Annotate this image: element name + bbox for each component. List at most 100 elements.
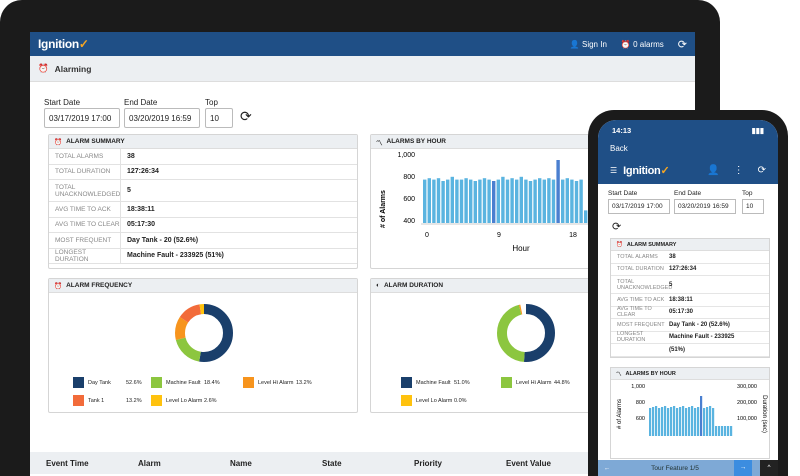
hour-bar — [574, 181, 579, 223]
ignition-logo[interactable]: Ignition✓ — [38, 37, 89, 51]
menu-icon[interactable]: ☰ — [610, 165, 618, 175]
page-header: ⏰ Alarming — [30, 56, 695, 82]
legend-pct: 18.4% — [204, 379, 220, 386]
phone-frame: 14:13 ▮▮▮ Back ☰ Ignition✓ 👤 ⋮ ⟳ Start Date… — [588, 110, 788, 476]
summary-row: TOTAL DURATION 127:26:34 — [611, 264, 769, 276]
refresh-icon[interactable]: ⟳ — [240, 108, 252, 124]
summary-key: AVG TIME TO CLEAR — [49, 217, 121, 232]
summary-value: Machine Fault - 233925 (51%) — [127, 252, 224, 260]
hour-bar — [482, 178, 487, 223]
duration-donut — [497, 304, 555, 362]
legend-pct: 2.6% — [204, 397, 217, 404]
top-label: Top — [742, 190, 753, 197]
column-header[interactable]: Event Time — [46, 458, 89, 468]
hour-bar — [673, 406, 676, 436]
legend-swatch — [401, 377, 412, 388]
y-axis-label: # of Alarms — [617, 399, 623, 429]
battery-icon: ▮▮▮ — [751, 125, 764, 135]
column-header[interactable]: Event Value — [506, 458, 551, 468]
start-date-input[interactable]: 03/17/2019 17:00 — [44, 108, 120, 128]
end-date-input[interactable]: 03/20/2019 16:59 — [124, 108, 200, 128]
column-header[interactable]: Name — [230, 458, 252, 468]
hour-bar — [670, 407, 673, 436]
hour-bar — [551, 179, 556, 223]
donut-slice-level-hi — [497, 304, 555, 362]
user-icon[interactable]: 👤 — [707, 164, 720, 176]
end-date-input[interactable]: 03/20/2019 16:59 — [674, 199, 736, 214]
legend-name: Machine Fault — [416, 379, 451, 386]
hour-bar — [455, 179, 459, 223]
summary-value: 5 — [127, 187, 131, 194]
refresh-icon[interactable]: ⟳ — [757, 164, 766, 176]
y-tick-label: 800 — [403, 174, 415, 181]
hour-bar — [579, 179, 583, 223]
column-header[interactable]: State — [322, 458, 342, 468]
refresh-icon[interactable]: ⟳ — [677, 38, 687, 51]
hour-bar — [691, 406, 694, 436]
summary-row: AVG TIME TO CLEAR 05:17:30 — [611, 306, 769, 319]
hour-bar — [436, 178, 441, 223]
status-time: 14:13 — [612, 125, 632, 135]
hour-bar — [524, 179, 528, 223]
top-input[interactable]: 10 — [205, 108, 233, 128]
alarms-button[interactable]: ⏰ 0 alarms — [620, 39, 664, 49]
phone-status-bar: 14:13 ▮▮▮ — [598, 120, 778, 140]
hour-bar — [730, 426, 733, 436]
alarm-frequency-panel: ⏰ ALARM FREQUENCY Day Tank 52.6% Machine Fa… — [48, 278, 358, 413]
legend-name: Level Lo Alarm — [416, 397, 453, 404]
summary-value: 38 — [669, 253, 676, 260]
hour-bar — [697, 407, 700, 436]
hour-bar — [565, 178, 569, 223]
legend-pct: 52.6% — [126, 379, 142, 386]
hour-bar — [712, 408, 715, 436]
back-button[interactable]: Back — [598, 140, 778, 156]
tour-prev-icon[interactable]: ← — [603, 464, 611, 472]
donut-slice-level-hi — [175, 304, 233, 362]
y-tick-label: 400 — [403, 218, 415, 225]
alarm-summary-panel: ⏰ ALARM SUMMARY TOTAL ALARMS 38 TOTAL DURAT… — [48, 134, 358, 269]
summary-key: MOST FREQUENT — [49, 233, 121, 248]
start-date-input[interactable]: 03/17/2019 17:00 — [608, 199, 670, 214]
column-header[interactable]: Priority — [414, 458, 443, 468]
legend-item: Level Hi Alarm 13.2% — [243, 377, 312, 388]
hour-bar — [492, 181, 496, 223]
tour-collapse-icon[interactable]: ^ — [760, 460, 778, 476]
summary-row: AVG TIME TO ACK 18:38:11 — [49, 202, 357, 218]
hour-bar — [667, 408, 670, 436]
summary-row: MOST FREQUENT Day Tank - 20 (52.6%) — [49, 233, 357, 249]
summary-value: 127:26:34 — [127, 168, 159, 176]
y2-tick-label: 200,000 — [737, 400, 757, 406]
hour-bar — [715, 426, 718, 436]
summary-value: 38 — [127, 152, 135, 160]
hour-bar — [685, 408, 688, 436]
donut-slice-machine-fault — [497, 304, 555, 362]
hour-bar — [688, 407, 691, 436]
phone-alarms-by-hour-panel: 〽 ALARMS BY HOUR # of Alarms 1,000 800 600 30… — [610, 367, 770, 459]
summary-value: 05:17:30 — [127, 221, 156, 229]
summary-value: Machine Fault - 233925 — [669, 334, 735, 341]
hour-bar — [679, 407, 682, 436]
y-axis-label: # of Alarms — [380, 190, 387, 228]
hour-bar — [450, 176, 454, 223]
legend-pct: 44.8% — [554, 379, 570, 386]
legend-swatch — [401, 395, 412, 406]
refresh-icon[interactable]: ⟳ — [612, 221, 622, 233]
hour-bar — [496, 179, 500, 223]
hour-bar — [661, 407, 664, 436]
hour-bar — [706, 407, 709, 436]
column-header[interactable]: Alarm — [138, 458, 161, 468]
tour-next-icon[interactable]: → — [734, 460, 752, 476]
legend-item: Day Tank 52.6% — [73, 377, 142, 388]
more-icon[interactable]: ⋮ — [733, 164, 744, 176]
user-icon: 👤 — [569, 39, 580, 49]
sign-in-button[interactable]: 👤 Sign In — [569, 39, 607, 49]
alarm-clock-icon: ⏰ — [38, 63, 49, 73]
summary-key: LONGEST DURATION — [49, 248, 121, 263]
donut-slice-level-lo — [175, 304, 233, 362]
hour-bar — [547, 178, 551, 223]
ignition-logo[interactable]: Ignition✓ — [623, 164, 670, 177]
phone-content: Start Date 03/17/2019 17:00 End Date 03/… — [598, 184, 778, 474]
top-input[interactable]: 10 — [742, 199, 764, 214]
end-date-label: End Date — [674, 190, 702, 197]
hour-bar — [510, 178, 514, 223]
